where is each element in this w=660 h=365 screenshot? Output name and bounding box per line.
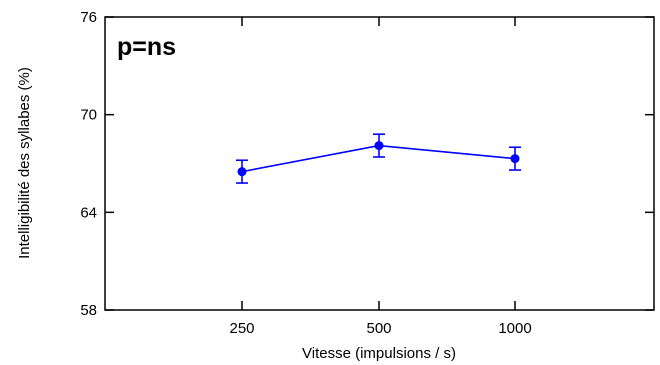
y-tick-label: 58 [80, 302, 97, 319]
y-tick-label: 70 [80, 107, 97, 124]
x-tick-label: 1000 [498, 320, 531, 337]
data-point [237, 167, 247, 177]
plot-frame [104, 16, 655, 311]
y-tick-label: 76 [80, 9, 97, 26]
y-tick-label: 64 [80, 204, 97, 221]
x-axis-label: Vitesse (impulsions / s) [302, 345, 456, 362]
series-group [236, 133, 521, 184]
x-tick-label: 500 [366, 320, 391, 337]
data-point [374, 141, 384, 151]
y-axis: 58 64 70 76 [80, 9, 654, 319]
x-axis: 250 500 1000 [229, 17, 532, 337]
x-tick-label: 250 [229, 320, 254, 337]
y-axis-label: Intelligibilité des syllabes (%) [16, 67, 33, 259]
data-point [510, 154, 520, 164]
annotation-text: p=ns [117, 33, 176, 61]
